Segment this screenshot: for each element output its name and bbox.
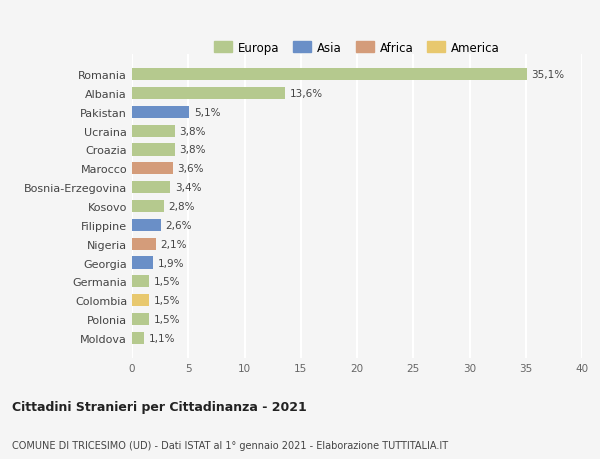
- Bar: [132, 276, 149, 288]
- Text: 3,4%: 3,4%: [175, 183, 201, 193]
- Text: 1,5%: 1,5%: [154, 277, 180, 287]
- Text: 1,9%: 1,9%: [158, 258, 184, 268]
- Bar: [132, 313, 149, 325]
- Bar: [132, 69, 527, 81]
- Bar: [132, 201, 163, 213]
- Bar: [132, 163, 173, 175]
- Text: 3,8%: 3,8%: [179, 145, 206, 155]
- Bar: [132, 144, 175, 156]
- Text: 35,1%: 35,1%: [532, 70, 565, 80]
- Bar: [132, 219, 161, 231]
- Legend: Europa, Asia, Africa, America: Europa, Asia, Africa, America: [209, 37, 505, 59]
- Text: 2,8%: 2,8%: [168, 202, 194, 212]
- Text: 1,5%: 1,5%: [154, 296, 180, 306]
- Bar: [132, 182, 170, 194]
- Bar: [132, 294, 149, 307]
- Text: 1,5%: 1,5%: [154, 314, 180, 325]
- Bar: [132, 88, 285, 100]
- Text: 1,1%: 1,1%: [149, 333, 175, 343]
- Text: 13,6%: 13,6%: [290, 89, 323, 99]
- Bar: [132, 332, 145, 344]
- Text: 5,1%: 5,1%: [194, 107, 220, 118]
- Bar: [132, 257, 154, 269]
- Text: Cittadini Stranieri per Cittadinanza - 2021: Cittadini Stranieri per Cittadinanza - 2…: [12, 400, 307, 413]
- Text: 2,1%: 2,1%: [160, 239, 187, 249]
- Text: COMUNE DI TRICESIMO (UD) - Dati ISTAT al 1° gennaio 2021 - Elaborazione TUTTITAL: COMUNE DI TRICESIMO (UD) - Dati ISTAT al…: [12, 440, 448, 450]
- Bar: [132, 125, 175, 137]
- Text: 3,8%: 3,8%: [179, 126, 206, 136]
- Bar: [132, 106, 190, 119]
- Bar: [132, 238, 155, 250]
- Text: 2,6%: 2,6%: [166, 220, 192, 230]
- Text: 3,6%: 3,6%: [177, 164, 203, 174]
